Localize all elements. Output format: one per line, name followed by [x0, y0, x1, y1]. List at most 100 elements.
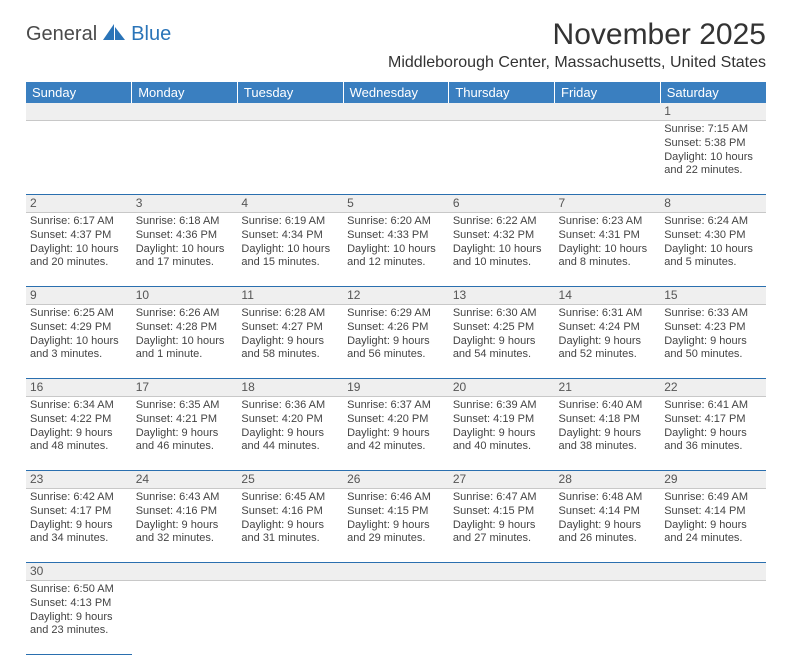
sunset-text: Sunset: 4:13 PM: [30, 597, 128, 611]
day-number-cell: [449, 563, 555, 581]
sunset-text: Sunset: 4:37 PM: [30, 229, 128, 243]
daylight-text: and 23 minutes.: [30, 624, 128, 638]
daylight-text: Daylight: 9 hours: [664, 427, 762, 441]
daylight-text: Daylight: 9 hours: [136, 427, 234, 441]
daylight-text: and 8 minutes.: [559, 256, 657, 270]
weekday-header: Tuesday: [237, 82, 343, 103]
sunset-text: Sunset: 4:17 PM: [664, 413, 762, 427]
day-number-cell: 10: [132, 287, 238, 305]
daylight-text: Daylight: 10 hours: [136, 243, 234, 257]
daylight-text: Daylight: 9 hours: [347, 519, 445, 533]
day-info-cell: [449, 581, 555, 655]
day-number-cell: 19: [343, 379, 449, 397]
day-number-cell: 6: [449, 195, 555, 213]
day-number-cell: [343, 103, 449, 121]
daylight-text: Daylight: 9 hours: [30, 519, 128, 533]
day-number-cell: 5: [343, 195, 449, 213]
day-number: 1: [664, 104, 671, 118]
logo: General Blue: [26, 22, 171, 47]
daylight-text: and 32 minutes.: [136, 532, 234, 546]
day-number-row: 2345678: [26, 195, 766, 213]
daylight-text: Daylight: 10 hours: [136, 335, 234, 349]
sunset-text: Sunset: 4:28 PM: [136, 321, 234, 335]
sunset-text: Sunset: 4:31 PM: [559, 229, 657, 243]
sunrise-text: Sunrise: 6:43 AM: [136, 491, 234, 505]
daylight-text: Daylight: 10 hours: [30, 335, 128, 349]
sunset-text: Sunset: 4:15 PM: [347, 505, 445, 519]
day-number-cell: [237, 103, 343, 121]
daylight-text: Daylight: 9 hours: [453, 519, 551, 533]
day-info-row: Sunrise: 6:17 AMSunset: 4:37 PMDaylight:…: [26, 213, 766, 287]
day-number-cell: 15: [660, 287, 766, 305]
daylight-text: and 48 minutes.: [30, 440, 128, 454]
day-number-row: 1: [26, 103, 766, 121]
day-info-cell: Sunrise: 6:34 AMSunset: 4:22 PMDaylight:…: [26, 397, 132, 471]
sunrise-text: Sunrise: 6:19 AM: [241, 215, 339, 229]
day-number: 9: [30, 288, 37, 302]
month-title: November 2025: [388, 18, 766, 52]
daylight-text: and 26 minutes.: [559, 532, 657, 546]
sunrise-text: Sunrise: 6:24 AM: [664, 215, 762, 229]
daylight-text: and 38 minutes.: [559, 440, 657, 454]
day-number-cell: [343, 563, 449, 581]
sunrise-text: Sunrise: 6:28 AM: [241, 307, 339, 321]
sunrise-text: Sunrise: 7:15 AM: [664, 123, 762, 137]
day-number-cell: 3: [132, 195, 238, 213]
daylight-text: Daylight: 10 hours: [347, 243, 445, 257]
day-info-cell: Sunrise: 6:24 AMSunset: 4:30 PMDaylight:…: [660, 213, 766, 287]
day-number-cell: 14: [555, 287, 661, 305]
day-info-cell: [132, 121, 238, 195]
day-number-cell: 4: [237, 195, 343, 213]
sunset-text: Sunset: 4:21 PM: [136, 413, 234, 427]
location: Middleborough Center, Massachusetts, Uni…: [388, 54, 766, 72]
day-number-cell: 28: [555, 471, 661, 489]
sunrise-text: Sunrise: 6:41 AM: [664, 399, 762, 413]
day-info-cell: Sunrise: 6:50 AMSunset: 4:13 PMDaylight:…: [26, 581, 132, 655]
daylight-text: Daylight: 9 hours: [136, 519, 234, 533]
day-info-cell: [449, 121, 555, 195]
day-number-cell: 7: [555, 195, 661, 213]
day-number-cell: [26, 103, 132, 121]
day-info-cell: Sunrise: 6:29 AMSunset: 4:26 PMDaylight:…: [343, 305, 449, 379]
sunrise-text: Sunrise: 6:31 AM: [559, 307, 657, 321]
day-number: 20: [453, 380, 466, 394]
sunrise-text: Sunrise: 6:47 AM: [453, 491, 551, 505]
daylight-text: and 27 minutes.: [453, 532, 551, 546]
sunset-text: Sunset: 4:24 PM: [559, 321, 657, 335]
day-number-cell: [132, 563, 238, 581]
daylight-text: and 31 minutes.: [241, 532, 339, 546]
daylight-text: Daylight: 10 hours: [241, 243, 339, 257]
day-number: 4: [241, 196, 248, 210]
sunrise-text: Sunrise: 6:25 AM: [30, 307, 128, 321]
day-info-cell: Sunrise: 6:42 AMSunset: 4:17 PMDaylight:…: [26, 489, 132, 563]
day-number-row: 23242526272829: [26, 471, 766, 489]
weekday-header: Monday: [132, 82, 238, 103]
day-number: 24: [136, 472, 149, 486]
day-info-cell: [237, 581, 343, 655]
day-number: 29: [664, 472, 677, 486]
day-number: 19: [347, 380, 360, 394]
daylight-text: and 42 minutes.: [347, 440, 445, 454]
sail-icon: [101, 22, 127, 47]
sunset-text: Sunset: 4:20 PM: [241, 413, 339, 427]
sunset-text: Sunset: 4:26 PM: [347, 321, 445, 335]
daylight-text: and 3 minutes.: [30, 348, 128, 362]
daylight-text: and 52 minutes.: [559, 348, 657, 362]
daylight-text: and 5 minutes.: [664, 256, 762, 270]
day-info-cell: [555, 121, 661, 195]
daylight-text: Daylight: 9 hours: [241, 519, 339, 533]
daylight-text: Daylight: 9 hours: [347, 427, 445, 441]
day-number-cell: [237, 563, 343, 581]
sunrise-text: Sunrise: 6:22 AM: [453, 215, 551, 229]
day-number-cell: 22: [660, 379, 766, 397]
header: General Blue November 2025 Middleborough…: [26, 18, 766, 78]
day-number: 6: [453, 196, 460, 210]
daylight-text: and 58 minutes.: [241, 348, 339, 362]
sunset-text: Sunset: 4:30 PM: [664, 229, 762, 243]
day-info-cell: [26, 121, 132, 195]
day-number-cell: 12: [343, 287, 449, 305]
day-info-row: Sunrise: 6:42 AMSunset: 4:17 PMDaylight:…: [26, 489, 766, 563]
daylight-text: Daylight: 9 hours: [453, 335, 551, 349]
day-number: 28: [559, 472, 572, 486]
daylight-text: Daylight: 9 hours: [30, 427, 128, 441]
